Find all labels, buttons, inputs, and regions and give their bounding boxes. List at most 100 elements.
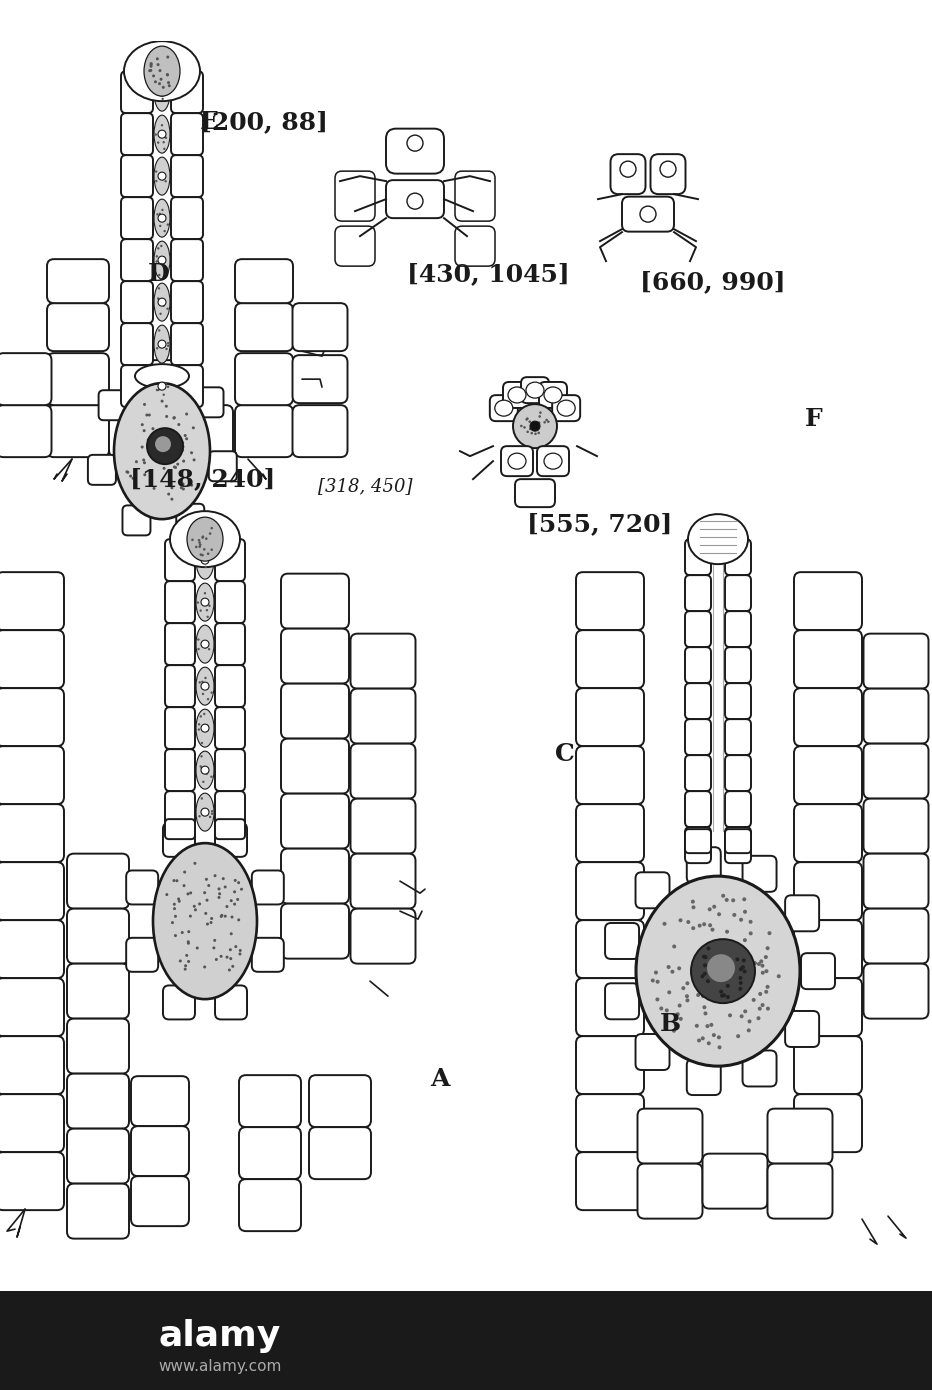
- Circle shape: [150, 63, 153, 65]
- Circle shape: [238, 919, 240, 922]
- FancyBboxPatch shape: [685, 539, 711, 575]
- FancyBboxPatch shape: [794, 573, 862, 630]
- FancyBboxPatch shape: [239, 1074, 301, 1127]
- Circle shape: [742, 958, 746, 962]
- FancyBboxPatch shape: [350, 688, 416, 744]
- Circle shape: [181, 448, 184, 450]
- FancyBboxPatch shape: [165, 819, 195, 840]
- Circle shape: [154, 442, 158, 445]
- FancyBboxPatch shape: [293, 354, 348, 403]
- FancyBboxPatch shape: [794, 920, 862, 979]
- Circle shape: [211, 813, 213, 815]
- FancyBboxPatch shape: [215, 708, 245, 749]
- Circle shape: [175, 880, 178, 883]
- Ellipse shape: [187, 517, 223, 562]
- Circle shape: [165, 416, 168, 418]
- Circle shape: [712, 905, 716, 909]
- Circle shape: [161, 178, 164, 181]
- Circle shape: [195, 546, 198, 548]
- Circle shape: [147, 428, 183, 464]
- Circle shape: [143, 459, 145, 461]
- FancyBboxPatch shape: [794, 688, 862, 746]
- FancyBboxPatch shape: [163, 986, 195, 1019]
- Circle shape: [206, 899, 209, 902]
- Circle shape: [159, 78, 162, 81]
- FancyBboxPatch shape: [539, 382, 567, 407]
- Circle shape: [158, 214, 166, 222]
- FancyBboxPatch shape: [725, 791, 751, 827]
- FancyBboxPatch shape: [864, 744, 928, 799]
- Circle shape: [203, 713, 205, 716]
- FancyBboxPatch shape: [0, 1094, 64, 1152]
- Circle shape: [178, 439, 181, 443]
- Text: [200, 88]: [200, 88]: [200, 110, 328, 135]
- Circle shape: [237, 881, 240, 884]
- Circle shape: [717, 945, 721, 948]
- Circle shape: [523, 427, 526, 428]
- FancyBboxPatch shape: [215, 666, 245, 708]
- Circle shape: [193, 905, 196, 908]
- Circle shape: [752, 998, 756, 1002]
- Circle shape: [206, 645, 208, 648]
- Circle shape: [726, 995, 730, 999]
- Circle shape: [217, 887, 221, 891]
- Ellipse shape: [196, 751, 214, 790]
- Circle shape: [157, 297, 159, 300]
- Circle shape: [177, 898, 180, 901]
- Circle shape: [156, 348, 158, 349]
- FancyBboxPatch shape: [576, 688, 644, 746]
- FancyBboxPatch shape: [171, 366, 203, 407]
- Circle shape: [190, 452, 193, 455]
- Circle shape: [165, 892, 169, 897]
- Circle shape: [206, 773, 208, 774]
- Circle shape: [218, 892, 221, 895]
- Circle shape: [155, 179, 158, 182]
- Circle shape: [696, 992, 700, 997]
- Circle shape: [748, 920, 752, 924]
- FancyBboxPatch shape: [687, 848, 720, 883]
- FancyBboxPatch shape: [610, 154, 646, 195]
- Circle shape: [158, 88, 166, 96]
- FancyBboxPatch shape: [767, 1163, 832, 1219]
- Circle shape: [163, 257, 165, 259]
- FancyBboxPatch shape: [864, 853, 928, 909]
- Circle shape: [143, 461, 146, 464]
- Circle shape: [184, 870, 186, 873]
- Circle shape: [229, 899, 233, 902]
- Circle shape: [706, 979, 710, 983]
- Circle shape: [678, 1004, 681, 1008]
- FancyBboxPatch shape: [67, 1073, 129, 1129]
- Circle shape: [163, 147, 166, 150]
- Circle shape: [158, 131, 166, 138]
- FancyBboxPatch shape: [576, 805, 644, 862]
- Text: [318, 450]: [318, 450]: [318, 477, 413, 495]
- Circle shape: [726, 965, 730, 969]
- Circle shape: [161, 124, 163, 126]
- Circle shape: [703, 963, 707, 967]
- Circle shape: [192, 427, 195, 430]
- Circle shape: [720, 990, 723, 994]
- Circle shape: [164, 179, 167, 182]
- Circle shape: [163, 83, 165, 86]
- Circle shape: [701, 1037, 705, 1040]
- Circle shape: [199, 545, 201, 548]
- Circle shape: [156, 260, 158, 263]
- Circle shape: [220, 913, 224, 917]
- Circle shape: [739, 981, 743, 986]
- Circle shape: [717, 942, 721, 947]
- FancyBboxPatch shape: [576, 920, 644, 979]
- Circle shape: [185, 438, 188, 441]
- FancyBboxPatch shape: [685, 830, 711, 853]
- Circle shape: [710, 958, 714, 962]
- Circle shape: [200, 755, 203, 758]
- Circle shape: [717, 960, 720, 965]
- Circle shape: [208, 648, 211, 651]
- Ellipse shape: [153, 844, 257, 999]
- Circle shape: [722, 994, 726, 997]
- FancyBboxPatch shape: [281, 849, 349, 904]
- FancyBboxPatch shape: [163, 823, 195, 856]
- Circle shape: [200, 798, 203, 799]
- Circle shape: [543, 421, 546, 424]
- Circle shape: [201, 766, 209, 774]
- FancyBboxPatch shape: [576, 1152, 644, 1211]
